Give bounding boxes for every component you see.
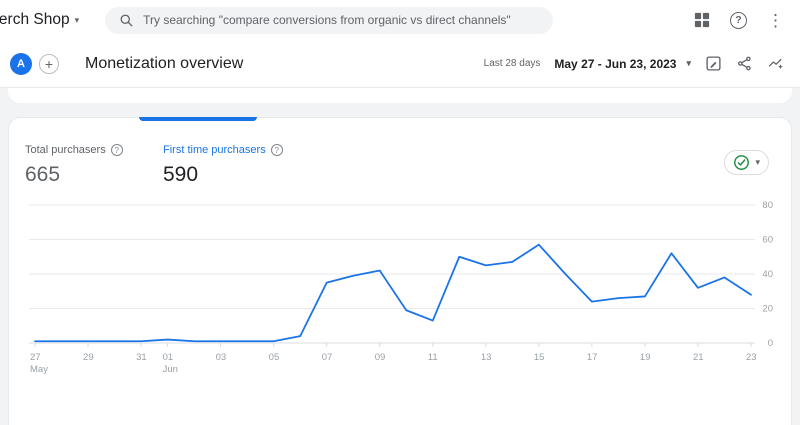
search-icon xyxy=(119,13,134,28)
svg-text:80: 80 xyxy=(762,200,773,211)
svg-text:09: 09 xyxy=(375,352,386,363)
svg-text:07: 07 xyxy=(322,352,333,363)
svg-text:17: 17 xyxy=(587,352,598,363)
svg-text:23: 23 xyxy=(746,352,757,363)
plus-icon: + xyxy=(44,55,54,72)
metric-tabs: Total purchasers ? 665 First time purcha… xyxy=(9,118,791,187)
more-vert-icon[interactable]: ⋮ xyxy=(767,10,784,30)
svg-text:15: 15 xyxy=(534,352,545,363)
selected-metric-indicator xyxy=(139,117,257,121)
search-bar[interactable] xyxy=(105,6,554,34)
date-range-picker[interactable]: May 27 - Jun 23, 2023 ▾ xyxy=(554,57,691,71)
svg-text:03: 03 xyxy=(216,352,227,363)
property-selector[interactable]: Merch Shop ▾ xyxy=(0,11,79,29)
svg-text:19: 19 xyxy=(640,352,651,363)
top-app-bar: Merch Shop ▾ ? ⋮ xyxy=(0,0,800,40)
svg-text:20: 20 xyxy=(762,304,773,315)
metric-tab-total-purchasers[interactable]: Total purchasers ? 665 xyxy=(25,144,137,187)
help-icon[interactable]: ? xyxy=(270,144,283,156)
apps-grid-icon[interactable] xyxy=(694,12,710,28)
comparison-chip[interactable]: A xyxy=(10,52,32,75)
svg-text:13: 13 xyxy=(481,352,492,363)
metric-label: Total purchasers xyxy=(25,144,106,156)
svg-text:40: 40 xyxy=(762,269,773,280)
svg-text:29: 29 xyxy=(83,352,94,363)
svg-text:0: 0 xyxy=(768,338,773,349)
chevron-down-icon: ▾ xyxy=(755,157,760,167)
comparison-chip-label: A xyxy=(17,57,25,70)
metric-tab-first-time-purchasers[interactable]: First time purchasers ? 590 xyxy=(163,144,283,187)
svg-text:01: 01 xyxy=(163,352,174,363)
report-header-actions: Last 28 days May 27 - Jun 23, 2023 ▾ xyxy=(484,55,784,72)
help-icon[interactable]: ? xyxy=(730,11,747,29)
svg-text:31: 31 xyxy=(136,352,147,363)
metric-label: First time purchasers xyxy=(163,144,266,156)
svg-text:Jun: Jun xyxy=(163,364,178,375)
search-input[interactable] xyxy=(143,13,540,27)
svg-text:May: May xyxy=(30,364,48,375)
svg-text:60: 60 xyxy=(762,235,773,246)
property-name: Merch Shop xyxy=(0,11,70,28)
share-icon[interactable] xyxy=(736,55,753,72)
data-quality-button[interactable]: ▾ xyxy=(724,150,769,175)
metric-value: 665 xyxy=(25,163,61,186)
help-icon[interactable]: ? xyxy=(110,144,123,156)
chevron-down-icon: ▾ xyxy=(74,14,80,25)
date-range-label: Last 28 days xyxy=(483,58,541,69)
page-title: Monetization overview xyxy=(85,54,244,72)
date-range-value: May 27 - Jun 23, 2023 xyxy=(554,56,677,71)
customize-report-icon[interactable] xyxy=(705,55,722,72)
scrolled-card-remnant xyxy=(8,88,792,103)
chart-area: 0 20 40 60 80 27 May 29 31 01 Jun 03 05 07 09 11 13 15 17 1… xyxy=(29,193,773,380)
svg-text:11: 11 xyxy=(428,352,438,363)
report-header: A + Monetization overview Last 28 days M… xyxy=(0,40,800,88)
metric-value: 590 xyxy=(163,163,199,186)
svg-text:21: 21 xyxy=(693,352,704,363)
add-comparison-button[interactable]: + xyxy=(39,53,59,74)
topbar-actions: ? ⋮ xyxy=(694,10,784,30)
check-circle-icon xyxy=(733,154,750,171)
insights-icon[interactable] xyxy=(767,55,784,72)
svg-text:05: 05 xyxy=(269,352,280,363)
chevron-down-icon: ▾ xyxy=(686,58,691,68)
svg-text:27: 27 xyxy=(30,352,41,363)
purchasers-card: Total purchasers ? 665 First time purcha… xyxy=(8,117,792,425)
